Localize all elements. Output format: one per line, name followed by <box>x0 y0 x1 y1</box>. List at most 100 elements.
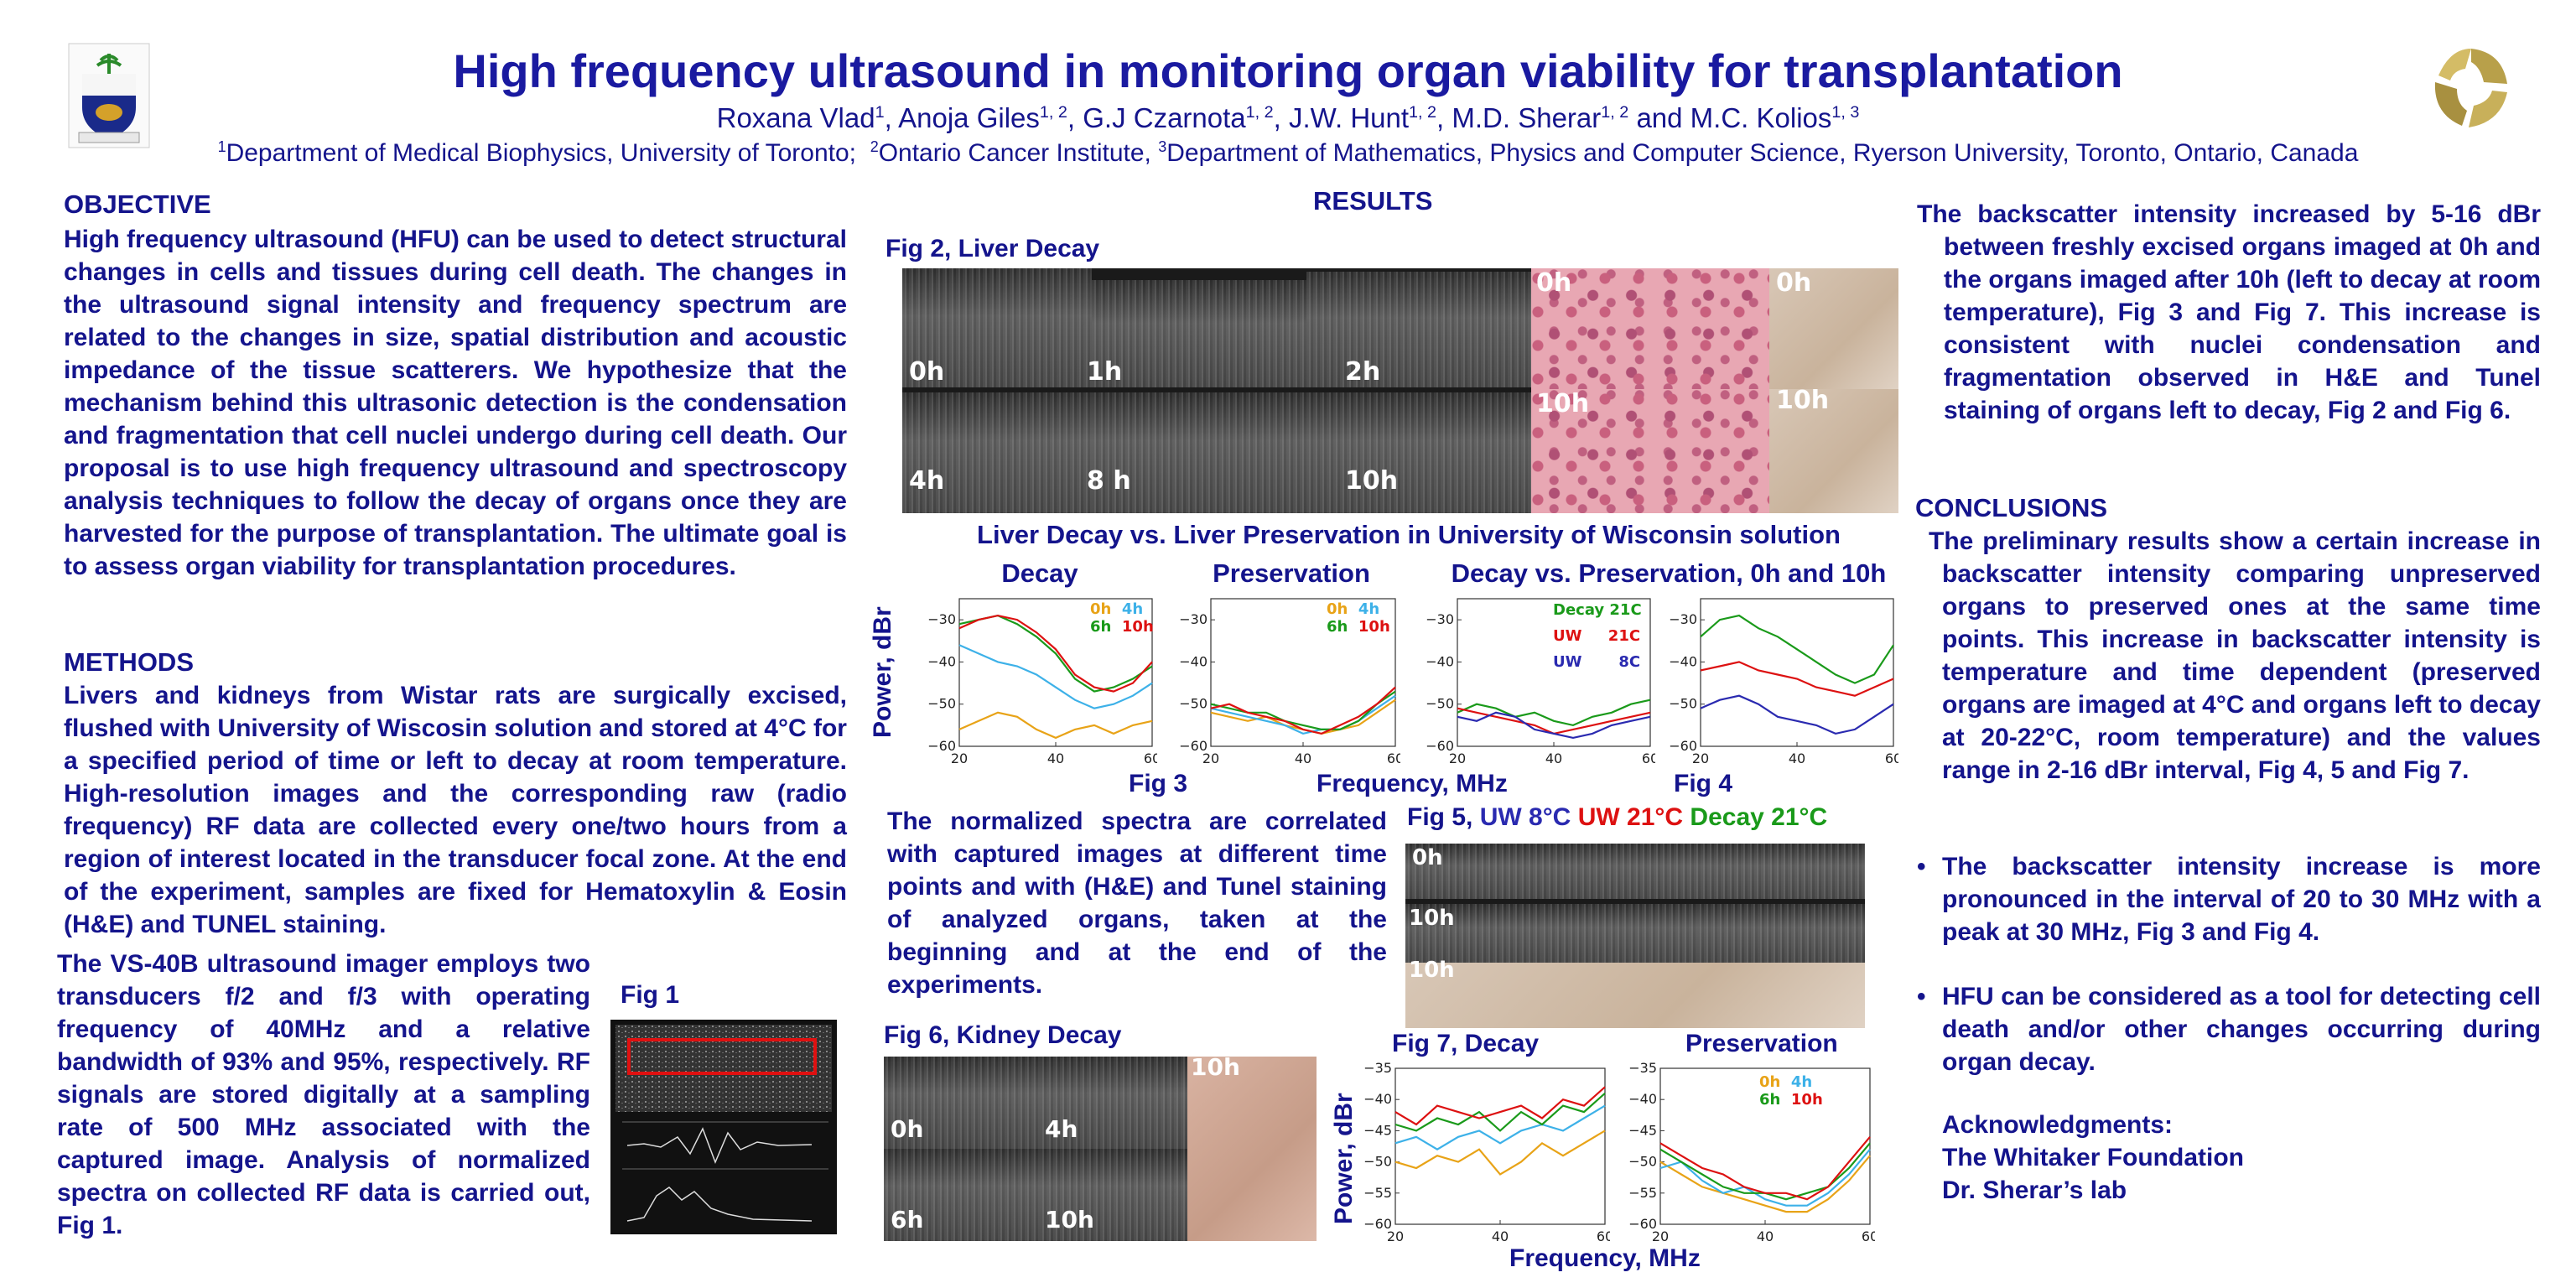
chart-fig3-decay: 20 40 60 −30 −40 −50 −60 <box>927 598 1157 766</box>
plot-title-decay-vs-preservation: Decay vs. Preservation, 0h and 10h <box>1451 558 1887 588</box>
x-tick-label: 60 <box>1642 750 1655 766</box>
series-line-0h <box>958 711 1153 740</box>
y-tick-label: −35 <box>1363 1062 1392 1076</box>
fig7-label: Fig 7, Decay <box>1392 1030 1540 1057</box>
time-label: 1h <box>1087 357 1123 387</box>
series-line-10h <box>1394 1086 1606 1126</box>
series-line-4h <box>1210 694 1396 735</box>
chart-fig3-preservation: 20 40 60 −30 −40 −50 −60 <box>1179 598 1400 766</box>
series-line-6h <box>1394 1092 1606 1132</box>
x-tick-label: 20 <box>1652 1228 1669 1244</box>
bullet-item: • HFU can be considered as a tool for det… <box>1917 983 2541 1076</box>
us-image <box>1306 392 1531 513</box>
fig3-label: Fig 3 <box>1129 770 1188 797</box>
series-line-10h <box>1659 1136 1871 1201</box>
x-tick-label: 20 <box>1449 750 1466 766</box>
y-tick-label: −35 <box>1628 1062 1657 1076</box>
plot-title-preservation: Preservation <box>1213 558 1370 588</box>
chart-fig4-0h: 20 40 60 −30 −40 −50 −60 <box>1426 598 1655 766</box>
time-label: 10h <box>1536 389 1590 418</box>
series-line-4h <box>958 644 1153 709</box>
us-image <box>1040 1057 1187 1149</box>
x-tick-label: 20 <box>951 750 968 766</box>
x-tick-label: 40 <box>1492 1228 1509 1244</box>
plot-area <box>1394 1067 1606 1225</box>
y-tick-label: −40 <box>1179 653 1208 669</box>
y-tick-label: −55 <box>1363 1185 1392 1201</box>
acknowledgment-line: The Whitaker Foundation <box>1942 1144 2244 1171</box>
fig7-frequency-label: Frequency, MHz <box>1509 1244 1701 1272</box>
time-label: 10h <box>1045 1206 1094 1233</box>
series-line-uw-8c <box>1457 711 1651 740</box>
fig2-label: Fig 2, Liver Decay <box>886 235 1100 262</box>
us-image <box>1541 904 1697 963</box>
y-tick-label: −60 <box>1426 738 1454 754</box>
us-image <box>1405 844 1865 899</box>
x-tick-label: 60 <box>1144 750 1157 766</box>
time-label: 8 h <box>1087 466 1131 496</box>
us-image <box>1405 904 1541 963</box>
time-label: 10h <box>1409 906 1455 931</box>
methods-heading: METHODS <box>64 647 194 677</box>
y-tick-label: −60 <box>927 738 956 754</box>
y-tick-label: −30 <box>1669 611 1697 627</box>
series-line-4h <box>1659 1148 1871 1207</box>
comparison-title: Liver Decay vs. Liver Preservation in Un… <box>977 520 1841 549</box>
us-image <box>884 1149 1040 1241</box>
y-tick-label: −30 <box>1179 611 1208 627</box>
y-tick-label: −45 <box>1363 1122 1392 1138</box>
legend-fig7-preservation: 0h 4h 6h 10h <box>1759 1073 1823 1109</box>
series-line-0h <box>1659 1155 1871 1213</box>
chart-fig4-10h: 20 40 60 −30 −40 −50 −60 <box>1669 598 1898 766</box>
y-tick-label: −40 <box>1426 653 1454 669</box>
time-label: 0h <box>909 357 945 387</box>
objective-heading: OBJECTIVE <box>64 190 211 219</box>
legend-fig3-decay: 0h 4h 6h 10h <box>1090 600 1154 636</box>
time-label: 0h <box>891 1115 924 1143</box>
y-tick-label: −60 <box>1179 738 1208 754</box>
time-label: 4h <box>1045 1115 1078 1143</box>
us-image <box>884 1057 1040 1149</box>
x-tick-label: 60 <box>1387 750 1400 766</box>
y-tick-label: −40 <box>927 653 956 669</box>
time-label: 2h <box>1345 357 1381 387</box>
x-tick-label: 40 <box>1789 750 1805 766</box>
chart-fig7-decay: 20 40 60 −35 −40 −45 −50 −55 −60 <box>1363 1062 1610 1244</box>
y-tick-label: −40 <box>1628 1091 1657 1107</box>
fig5-label: Fig 5, UW 8°C UW 21°C Decay 21°C <box>1407 803 1828 831</box>
y-tick-label: −30 <box>927 611 956 627</box>
affiliations: 1Department of Medical Biophysics, Unive… <box>217 138 2359 167</box>
fig4-label: Fig 4 <box>1674 770 1733 797</box>
us-image <box>902 268 1092 387</box>
fig2-ultrasound-panel: 0h 1h 2h 4h 8 h 10h <box>902 268 1531 513</box>
methods-text: Livers and kidneys from Wistar rats are … <box>64 682 847 938</box>
spectra-text: The normalized spectra are correlated wi… <box>887 808 1387 999</box>
y-tick-label: −50 <box>1179 696 1208 712</box>
y-tick-label: −50 <box>1426 696 1454 712</box>
x-tick-label: 20 <box>1387 1228 1404 1244</box>
bullet-item: • The backscatter intensity increase is m… <box>1917 853 2541 946</box>
y-tick-label: −50 <box>1669 696 1697 712</box>
time-label: 10h <box>1191 1053 1240 1081</box>
fig5-image-panel: 0h 10h 10h <box>1405 844 1865 1028</box>
time-label: 10h <box>1409 958 1455 983</box>
fig1-rf-image <box>610 1020 837 1234</box>
y-tick-label: −40 <box>1669 653 1697 669</box>
series-line-6h <box>1210 690 1396 730</box>
x-tick-label: 60 <box>1862 1228 1875 1244</box>
time-label: 0h <box>1412 845 1443 870</box>
us-image <box>1306 272 1531 387</box>
series-line-10h <box>1210 686 1396 735</box>
fig7-preservation-label: Preservation <box>1685 1030 1838 1057</box>
tunel-stain-image <box>1405 963 1865 1028</box>
x-tick-label: 40 <box>1295 750 1311 766</box>
frequency-axis-label: Frequency, MHz <box>1317 770 1508 797</box>
series-line-uw-8c <box>1700 694 1894 735</box>
x-tick-label: 20 <box>1202 750 1219 766</box>
y-tick-label: −60 <box>1669 738 1697 754</box>
he-stain-image <box>1531 389 1769 513</box>
kidney-stain-image <box>1187 1057 1317 1241</box>
y-tick-label: −60 <box>1628 1216 1657 1232</box>
legend-fig3-preservation: 0h 4h 6h 10h <box>1327 600 1390 636</box>
he-stain-image <box>1531 268 1769 389</box>
